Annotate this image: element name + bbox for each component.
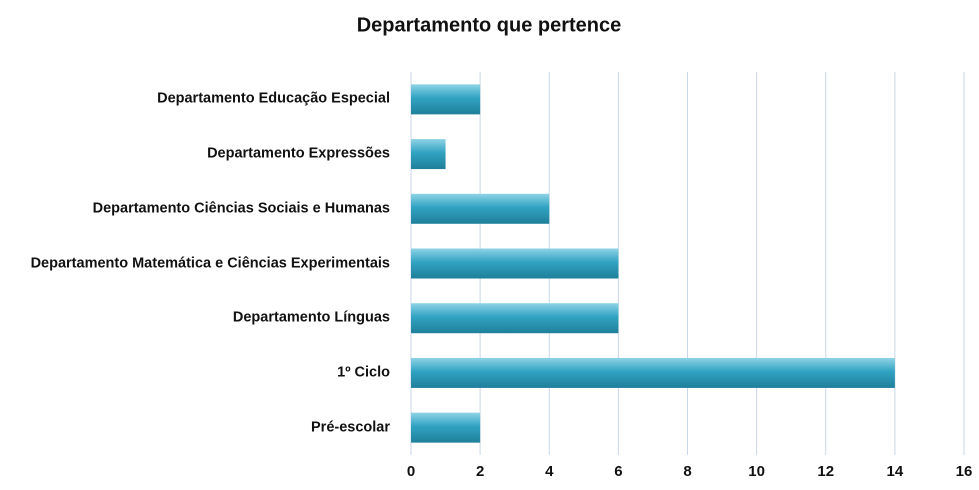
y-tick-label: 1º Ciclo: [337, 364, 390, 381]
bar: [411, 248, 619, 279]
x-tick-label: 0: [407, 463, 415, 480]
bar: [411, 193, 550, 224]
x-tick-label: 12: [817, 463, 834, 480]
x-tick-label: 14: [887, 463, 904, 480]
x-tick-label: 6: [614, 463, 622, 480]
x-tick-label: 2: [476, 463, 484, 480]
x-tick-label: 4: [545, 463, 554, 480]
x-tick-label: 10: [748, 463, 765, 480]
y-tick-label: Departamento Educação Especial: [157, 90, 390, 107]
chart-title: Departamento que pertence: [357, 14, 622, 36]
y-tick-label: Pré-escolar: [311, 419, 390, 436]
bar: [411, 84, 481, 115]
y-tick-label: Departamento Ciências Sociais e Humanas: [92, 200, 390, 217]
bar: [411, 357, 895, 388]
y-tick-label: Departamento Expressões: [207, 145, 390, 162]
x-tick-label: 8: [683, 463, 691, 480]
bar: [411, 412, 481, 443]
y-tick-label: Departamento Línguas: [232, 309, 390, 326]
bar: [411, 139, 446, 170]
x-tick-label: 16: [956, 463, 973, 480]
y-tick-label: Departamento Matemática e Ciências Exper…: [30, 255, 390, 271]
bar: [411, 303, 619, 334]
